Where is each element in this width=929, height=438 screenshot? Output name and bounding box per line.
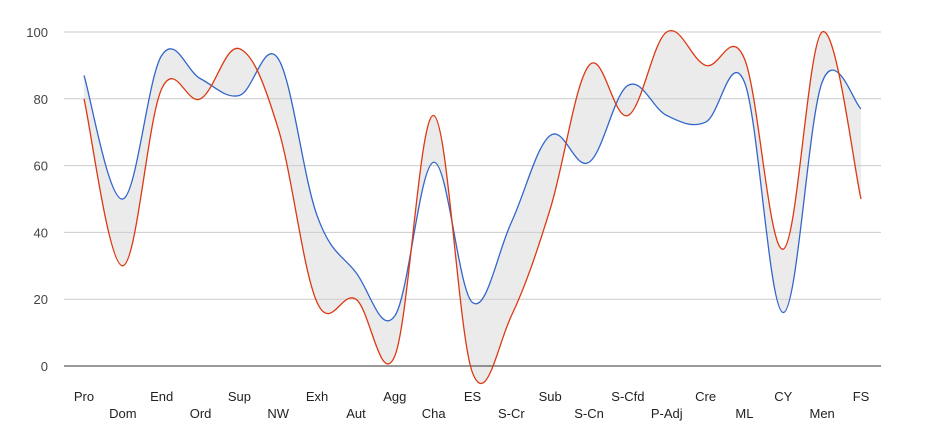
difference-band bbox=[84, 30, 861, 384]
x-tick-label: Cre bbox=[695, 389, 716, 404]
y-tick-label: 80 bbox=[34, 92, 48, 107]
x-tick-label: ML bbox=[735, 406, 753, 421]
x-tick-label: End bbox=[150, 389, 173, 404]
series-line-2 bbox=[83, 29, 862, 384]
y-tick-label: 0 bbox=[41, 359, 48, 374]
x-tick-label: Men bbox=[810, 406, 835, 421]
x-tick-label: S-Cfd bbox=[611, 389, 644, 404]
y-tick-label: 100 bbox=[26, 25, 48, 40]
x-tick-label: Ord bbox=[190, 406, 212, 421]
x-tick-label: Pro bbox=[74, 389, 94, 404]
y-tick-label: 20 bbox=[34, 292, 48, 307]
x-tick-label: FS bbox=[853, 389, 870, 404]
x-tick-label: Dom bbox=[109, 406, 136, 421]
x-tick-label: Aut bbox=[346, 406, 366, 421]
x-tick-label: ES bbox=[464, 389, 482, 404]
x-tick-label: Sub bbox=[539, 389, 562, 404]
x-tick-label: Exh bbox=[306, 389, 328, 404]
series-lines bbox=[83, 29, 862, 384]
x-tick-label: P-Adj bbox=[651, 406, 683, 421]
y-tick-label: 40 bbox=[34, 225, 48, 240]
x-tick-label: CY bbox=[774, 389, 792, 404]
x-tick-label: NW bbox=[267, 406, 289, 421]
difference-band-layer bbox=[84, 30, 861, 384]
y-tick-label: 60 bbox=[34, 159, 48, 174]
x-tick-label: Cha bbox=[422, 406, 447, 421]
y-axis-ticks: 0 20 40 60 80 100 bbox=[26, 25, 48, 374]
x-axis-ticks: Pro Dom End Ord Sup NW Exh Aut Agg Cha ES S-Cr Sub S-… bbox=[74, 389, 870, 421]
x-tick-label: S-Cr bbox=[498, 406, 525, 421]
x-tick-label: Agg bbox=[383, 389, 406, 404]
x-tick-label: Sup bbox=[228, 389, 251, 404]
x-tick-label: S-Cn bbox=[574, 406, 604, 421]
